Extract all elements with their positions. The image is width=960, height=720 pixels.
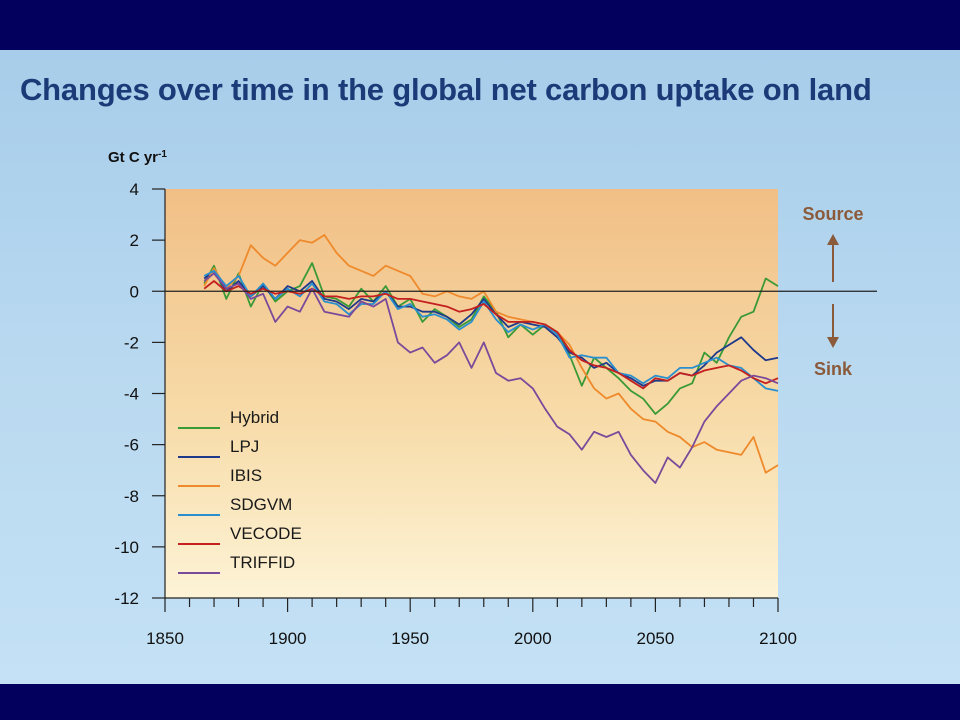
y-tick-label: -12 (114, 589, 139, 608)
legend-label: IBIS (230, 466, 262, 485)
legend-label: Hybrid (230, 408, 279, 427)
y-tick-label: -2 (124, 333, 139, 352)
sink-label: Sink (814, 359, 853, 379)
x-tick-label: 2100 (759, 629, 797, 648)
y-tick-label: -6 (124, 436, 139, 455)
y-tick-label: -8 (124, 487, 139, 506)
top-frame-bar (0, 0, 960, 50)
legend-label: VECODE (230, 524, 302, 543)
y-tick-label: -10 (114, 538, 139, 557)
series-line-vecode (203, 280, 779, 390)
legend: Hybrid LPJ IBIS SDGVM VECODE TRIFFID (178, 408, 302, 574)
source-label: Source (802, 204, 863, 224)
bottom-frame-bar (0, 684, 960, 720)
source-indicator: Source (802, 204, 864, 282)
y-tick-label: 2 (130, 231, 139, 250)
down-arrow-icon (827, 337, 839, 348)
y-tick-label: 4 (130, 180, 139, 199)
x-tick-label: 1850 (146, 629, 184, 648)
series-line-hybrid (203, 262, 779, 415)
sink-indicator: Sink (814, 304, 853, 379)
y-tick-label: -4 (124, 385, 139, 404)
y-unit-superscript: -1 (158, 149, 167, 160)
x-tick-label: 2000 (514, 629, 552, 648)
y-unit-label: Gt C yr-1 (108, 149, 167, 166)
y-tick-label: 0 (130, 282, 139, 301)
legend-label: SDGVM (230, 495, 292, 514)
x-tick-label: 2050 (636, 629, 674, 648)
x-tick-label: 1900 (269, 629, 307, 648)
y-unit-text: Gt C yr (108, 149, 158, 166)
series-line-triffid (203, 272, 779, 484)
legend-label: LPJ (230, 437, 259, 456)
legend-label: TRIFFID (230, 553, 295, 572)
slide-title: Changes over time in the global net carb… (20, 72, 872, 107)
ticks-layer: 4 2 0 -2 -4 -6 -8 -10 -12 1850 1900 1950 2000 2050 210… (114, 180, 796, 648)
series-line-ibis (203, 234, 779, 474)
up-arrow-icon (827, 234, 839, 245)
series-layer (203, 234, 779, 484)
x-tick-label: 1950 (391, 629, 429, 648)
series-line-sdgvm (203, 269, 779, 392)
